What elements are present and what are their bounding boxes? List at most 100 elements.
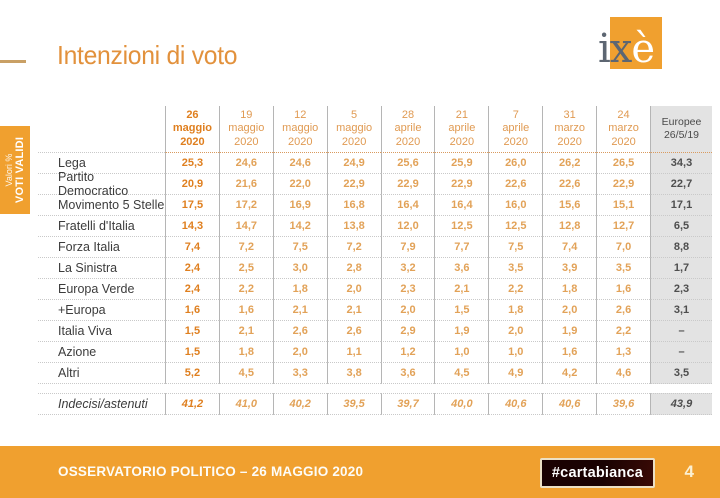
party-name: Italia Viva (38, 321, 165, 342)
poll-value: 25,6 (380, 153, 435, 174)
poll-value: 1,6 (542, 342, 597, 363)
poll-value: 1,9 (542, 321, 597, 342)
tab-line-voti-validi: VOTI VALIDI (13, 136, 26, 204)
poll-value: 2,0 (542, 300, 597, 321)
poll-value: 1,8 (488, 300, 543, 321)
poll-value: 1,2 (380, 342, 435, 363)
poll-value: 26,2 (542, 153, 597, 174)
party-name: Lega (38, 153, 165, 174)
valid-votes-tab: Valori % VOTI VALIDI (0, 126, 30, 214)
cartabianca-badge: #cartabianca (539, 458, 655, 488)
poll-value: 26,5 (596, 153, 650, 174)
column-header: 19 maggio 2020 (218, 106, 273, 153)
poll-value: 43,9 (650, 393, 712, 415)
poll-value: 22,6 (542, 174, 597, 195)
party-name: Fratelli d'Italia (38, 216, 165, 237)
footer-caption: OSSERVATORIO POLITICO – 26 MAGGIO 2020 (58, 464, 364, 479)
poll-value: 2,2 (218, 279, 273, 300)
poll-value: 6,5 (650, 216, 712, 237)
poll-value: 4,5 (434, 363, 489, 384)
poll-value: 17,5 (165, 195, 219, 216)
column-header: 28 aprile 2020 (380, 106, 435, 153)
poll-value: 1,6 (596, 279, 650, 300)
poll-value: 3,9 (542, 258, 597, 279)
poll-value: 2,3 (650, 279, 712, 300)
poll-value: 26,0 (488, 153, 543, 174)
poll-value: 12,5 (434, 216, 489, 237)
valid-votes-tab-text: Valori % VOTI VALIDI (0, 126, 30, 214)
poll-value: 22,9 (380, 174, 435, 195)
poll-value: 12,8 (542, 216, 597, 237)
poll-value: 2,4 (165, 279, 219, 300)
poll-value: 7,5 (272, 237, 327, 258)
poll-value: 2,8 (326, 258, 381, 279)
footer-bar: OSSERVATORIO POLITICO – 26 MAGGIO 2020 #… (0, 446, 720, 498)
poll-value: 3,5 (488, 258, 543, 279)
poll-value: 5,2 (165, 363, 219, 384)
poll-value: 3,6 (380, 363, 435, 384)
poll-value: 2,3 (380, 279, 435, 300)
title-dash (0, 60, 26, 63)
poll-value: 2,2 (596, 321, 650, 342)
poll-value: 22,0 (272, 174, 327, 195)
poll-value: 2,1 (434, 279, 489, 300)
ixe-logo-square (610, 17, 662, 69)
poll-value: 16,0 (488, 195, 543, 216)
poll-value: 12,0 (380, 216, 435, 237)
poll-value: 22,9 (326, 174, 381, 195)
poll-value: 1,6 (218, 300, 273, 321)
poll-value: 14,2 (272, 216, 327, 237)
poll-value: 4,6 (596, 363, 650, 384)
poll-value: 4,5 (218, 363, 273, 384)
poll-value: 41,2 (165, 393, 219, 415)
poll-value: 7,4 (165, 237, 219, 258)
poll-value: 15,1 (596, 195, 650, 216)
poll-value: 16,8 (326, 195, 381, 216)
ixe-logo-e: è (631, 26, 655, 72)
poll-value: 13,8 (326, 216, 381, 237)
party-name: Azione (38, 342, 165, 363)
poll-value: 1,8 (272, 279, 327, 300)
poll-value: 3,0 (272, 258, 327, 279)
column-header: 26 maggio 2020 (165, 106, 219, 153)
poll-value: 2,9 (380, 321, 435, 342)
poll-value: 3,1 (650, 300, 712, 321)
poll-value: 14,3 (165, 216, 219, 237)
poll-value: 41,0 (218, 393, 273, 415)
poll-value: 25,9 (434, 153, 489, 174)
poll-value: 7,2 (218, 237, 273, 258)
poll-value: – (650, 342, 712, 363)
poll-value: 22,6 (488, 174, 543, 195)
table-corner (38, 106, 165, 153)
poll-value: 25,3 (165, 153, 219, 174)
party-name: Altri (38, 363, 165, 384)
poll-value: 12,5 (488, 216, 543, 237)
poll-value: 1,8 (218, 342, 273, 363)
tab-line-valori: Valori % (3, 153, 14, 187)
poll-value: 7,0 (596, 237, 650, 258)
poll-value: 15,6 (542, 195, 597, 216)
poll-value: 1,1 (326, 342, 381, 363)
party-name: Movimento 5 Stelle (38, 195, 165, 216)
poll-value: 22,9 (434, 174, 489, 195)
poll-value: 4,9 (488, 363, 543, 384)
poll-value: 40,6 (542, 393, 597, 415)
table-gap (38, 384, 712, 393)
poll-value: 2,1 (218, 321, 273, 342)
poll-value: 1,5 (165, 321, 219, 342)
column-header: 7 aprile 2020 (488, 106, 543, 153)
party-name: Europa Verde (38, 279, 165, 300)
poll-value: 20,9 (165, 174, 219, 195)
poll-value: 21,6 (218, 174, 273, 195)
poll-value: 3,8 (326, 363, 381, 384)
poll-value: 3,5 (650, 363, 712, 384)
poll-value: 34,3 (650, 153, 712, 174)
ixe-logo-text: ixè (598, 26, 655, 72)
poll-value: 16,9 (272, 195, 327, 216)
poll-value: 1,0 (434, 342, 489, 363)
poll-value: 3,6 (434, 258, 489, 279)
poll-value: 2,6 (596, 300, 650, 321)
column-header: 31 marzo 2020 (542, 106, 597, 153)
poll-value: 16,4 (380, 195, 435, 216)
poll-value: 2,2 (488, 279, 543, 300)
